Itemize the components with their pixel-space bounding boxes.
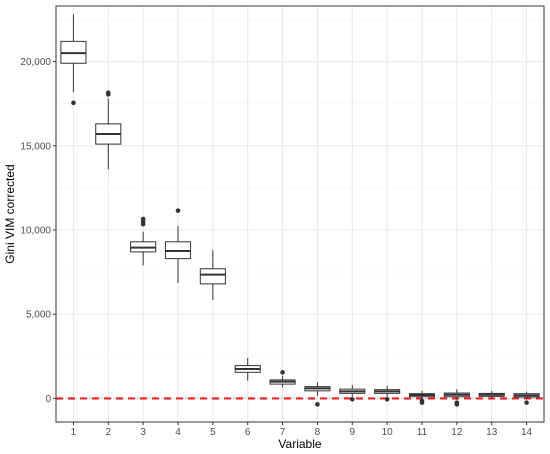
x-tick-label: 10 <box>382 427 394 438</box>
box-13 <box>478 390 505 400</box>
boxes-layer <box>60 14 540 407</box>
box-body <box>199 268 226 285</box>
outlier-point <box>315 402 320 407</box>
x-tick-label: 8 <box>315 427 321 438</box>
outlier-point <box>175 208 181 213</box>
x-tick-label: 11 <box>417 427 428 438</box>
x-tick-label: 2 <box>106 427 112 438</box>
x-axis-title: Variable <box>278 437 321 451</box>
x-tick-label: 5 <box>210 427 216 438</box>
y-tick-label: 10,000 <box>20 226 51 237</box>
x-tick-label: 1 <box>71 427 77 438</box>
x-tick-label: 3 <box>140 427 146 438</box>
x-tick-label: 6 <box>245 427 251 438</box>
outlier-point <box>454 402 460 407</box>
y-tick-label: 15,000 <box>20 141 51 152</box>
x-axis: 1 2 3 4 5 6 7 8 9 10 11 12 13 14 <box>71 422 533 438</box>
box-9 <box>339 384 366 402</box>
box-5 <box>199 250 226 300</box>
outlier-point <box>349 396 355 402</box>
outlier-point <box>384 396 390 402</box>
outlier-point <box>524 400 529 405</box>
outlier-point <box>105 90 111 96</box>
outlier-point <box>140 216 146 222</box>
grid-lines <box>56 6 544 422</box>
box-1 <box>60 14 87 106</box>
y-tick-label: 20,000 <box>20 57 51 68</box>
y-axis: 0 5,000 10,000 15,000 20,000 <box>20 57 56 405</box>
outlier-point <box>419 400 425 405</box>
x-tick-label: 12 <box>451 427 463 438</box>
panel-border <box>55 5 545 423</box>
x-tick-label: 13 <box>486 427 498 438</box>
box-6 <box>234 358 261 381</box>
box-2 <box>95 90 122 170</box>
outlier-point <box>71 100 76 106</box>
box-3 <box>130 216 157 266</box>
y-axis-title: Gini VIM corrected <box>3 164 17 263</box>
x-tick-label: 7 <box>280 427 286 438</box>
y-tick-label: 0 <box>45 394 51 405</box>
box-4 <box>164 208 192 284</box>
panel-background <box>56 6 544 422</box>
box-7 <box>269 370 296 388</box>
box-8 <box>304 382 331 407</box>
box-10 <box>374 385 401 402</box>
box-14 <box>513 391 540 405</box>
x-tick-label: 14 <box>521 427 533 438</box>
y-tick-label: 5,000 <box>26 310 51 321</box>
box-11 <box>408 390 436 405</box>
x-tick-label: 9 <box>350 427 356 438</box>
box-12 <box>443 389 470 407</box>
x-tick-label: 4 <box>175 427 181 438</box>
outlier-point <box>280 370 285 375</box>
